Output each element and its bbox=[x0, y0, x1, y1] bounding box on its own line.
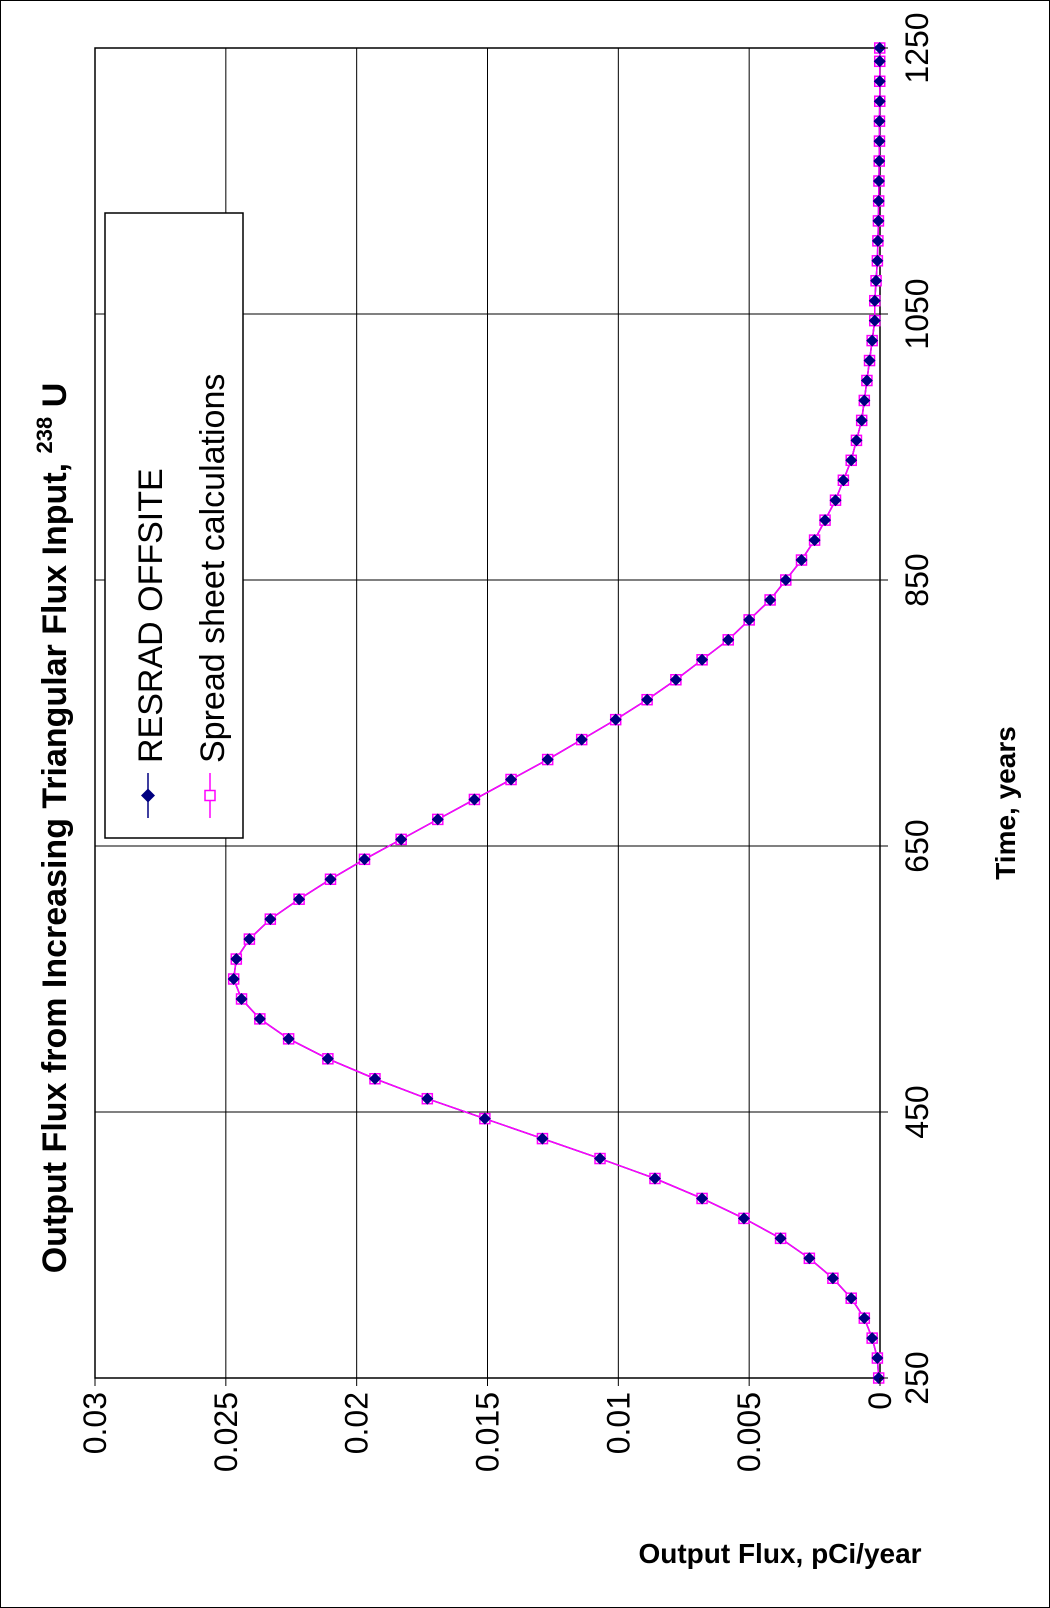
data-point-0 bbox=[395, 833, 408, 846]
data-point-0 bbox=[872, 214, 885, 227]
y-axis-label: Output Flux, pCi/year bbox=[638, 1538, 921, 1569]
y-tick-label: 0.02 bbox=[339, 1392, 375, 1454]
data-point-0 bbox=[648, 1172, 661, 1185]
data-point-0 bbox=[808, 534, 821, 547]
series-group bbox=[227, 42, 886, 1384]
data-point-0 bbox=[829, 494, 842, 507]
series-line-1 bbox=[232, 48, 881, 1379]
y-tick-label: 0.03 bbox=[77, 1392, 113, 1454]
data-point-0 bbox=[871, 1352, 884, 1365]
x-tick-label: 1250 bbox=[899, 12, 935, 83]
data-point-0 bbox=[819, 514, 832, 527]
data-point-0 bbox=[253, 1012, 266, 1025]
y-axis-ticks: 0 0.005 0.01 0.015 0.02 0.025 0.03 bbox=[77, 1378, 898, 1472]
data-point-0 bbox=[872, 175, 885, 187]
data-point-0 bbox=[243, 933, 256, 946]
data-point-0 bbox=[609, 713, 622, 726]
data-point-0 bbox=[873, 42, 886, 54]
data-point-0 bbox=[358, 853, 371, 866]
data-point-0 bbox=[737, 1212, 750, 1225]
data-point-0 bbox=[873, 135, 886, 148]
data-point-0 bbox=[826, 1272, 839, 1285]
data-point-0 bbox=[868, 314, 881, 327]
data-point-0 bbox=[873, 75, 886, 88]
data-point-0 bbox=[743, 613, 756, 626]
data-point-0 bbox=[850, 434, 863, 447]
data-point-0 bbox=[468, 793, 481, 806]
data-point-0 bbox=[873, 115, 886, 128]
legend-marker-spreadsheet bbox=[204, 789, 216, 802]
data-point-0 bbox=[860, 374, 873, 387]
data-point-0 bbox=[870, 274, 883, 287]
data-point-0 bbox=[871, 234, 884, 247]
y-tick-label: 0 bbox=[862, 1392, 898, 1410]
data-point-0 bbox=[871, 254, 884, 267]
data-point-0 bbox=[774, 1232, 787, 1245]
data-point-0 bbox=[324, 873, 337, 886]
data-point-0 bbox=[872, 1372, 885, 1384]
data-point-0 bbox=[368, 1072, 381, 1085]
data-point-0 bbox=[868, 294, 881, 307]
x-axis-ticks: 250 450 650 850 1050 1250 bbox=[880, 12, 935, 1405]
data-point-0 bbox=[858, 394, 871, 407]
data-point-0 bbox=[779, 574, 792, 586]
data-point-0 bbox=[321, 1052, 334, 1065]
data-point-0 bbox=[669, 673, 682, 686]
data-point-0 bbox=[230, 953, 243, 966]
data-point-0 bbox=[855, 414, 868, 427]
data-point-0 bbox=[478, 1112, 491, 1125]
data-point-0 bbox=[795, 554, 808, 567]
data-point-0 bbox=[282, 1032, 295, 1045]
legend-label-resrad: RESRAD OFFSITE bbox=[132, 468, 170, 763]
data-point-0 bbox=[873, 95, 886, 108]
x-tick-label: 850 bbox=[899, 553, 935, 606]
data-point-0 bbox=[872, 194, 885, 207]
data-point-0 bbox=[722, 633, 735, 646]
data-point-0 bbox=[575, 733, 588, 746]
data-point-0 bbox=[863, 354, 876, 367]
data-point-0 bbox=[594, 1152, 607, 1165]
data-point-0 bbox=[845, 454, 858, 467]
data-point-0 bbox=[837, 474, 850, 487]
series-line-0 bbox=[232, 48, 881, 1379]
data-point-0 bbox=[431, 813, 444, 826]
data-point-0 bbox=[696, 653, 709, 666]
chart-title: Output Flux from Increasing Triangular F… bbox=[22, 383, 74, 1274]
chart-title-main: Output Flux from Increasing Triangular F… bbox=[36, 463, 74, 1273]
data-point-0 bbox=[845, 1292, 858, 1305]
x-tick-label: 1050 bbox=[899, 278, 935, 349]
data-point-0 bbox=[873, 55, 886, 68]
y-tick-label: 0.025 bbox=[208, 1392, 244, 1472]
x-tick-label: 650 bbox=[899, 819, 935, 872]
data-point-0 bbox=[421, 1092, 434, 1105]
x-axis-label: Time, years bbox=[990, 726, 1021, 880]
y-tick-label: 0.005 bbox=[731, 1392, 767, 1472]
data-point-0 bbox=[641, 693, 654, 706]
data-point-0 bbox=[764, 593, 777, 606]
data-point-0 bbox=[264, 913, 277, 926]
legend: RESRAD OFFSITE Spread sheet calculations bbox=[104, 212, 244, 839]
data-point-0 bbox=[866, 334, 879, 347]
data-point-0 bbox=[696, 1192, 709, 1205]
y-tick-label: 0.01 bbox=[600, 1392, 636, 1454]
chart-title-superscript: 238 bbox=[32, 417, 57, 454]
x-tick-label: 250 bbox=[899, 1351, 935, 1404]
y-tick-label: 0.015 bbox=[470, 1392, 506, 1472]
legend-box bbox=[104, 212, 244, 839]
data-point-0 bbox=[227, 973, 240, 985]
chart-title-suffix: U bbox=[36, 383, 74, 408]
x-tick-label: 450 bbox=[899, 1085, 935, 1138]
data-point-0 bbox=[235, 992, 248, 1005]
data-point-0 bbox=[505, 773, 518, 786]
legend-marker-resrad bbox=[141, 788, 155, 803]
data-point-0 bbox=[873, 155, 886, 168]
data-point-0 bbox=[293, 893, 306, 906]
data-point-0 bbox=[541, 753, 554, 766]
legend-label-spreadsheet: Spread sheet calculations bbox=[194, 374, 232, 763]
